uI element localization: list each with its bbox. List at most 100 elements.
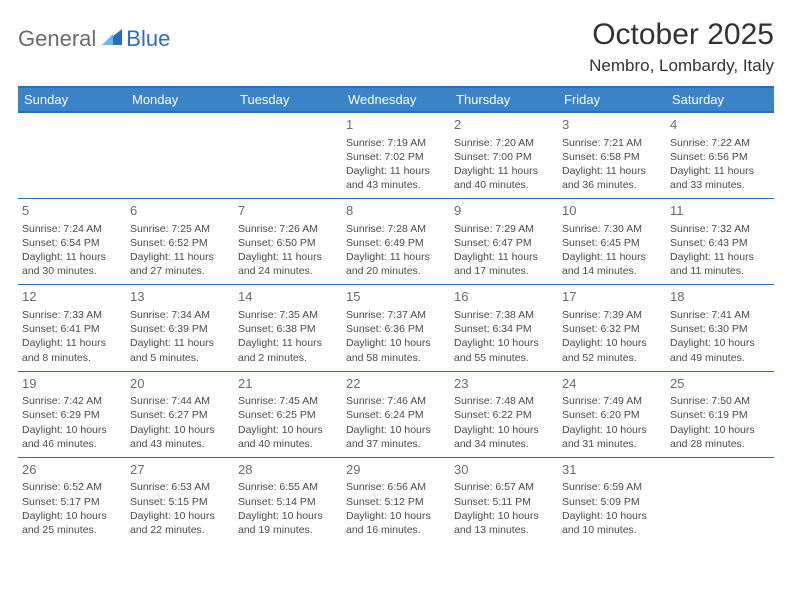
sunset-line: Sunset: 5:14 PM <box>238 495 338 509</box>
weekday-header-row: SundayMondayTuesdayWednesdayThursdayFrid… <box>18 87 774 112</box>
sunset-line: Sunset: 6:49 PM <box>346 236 446 250</box>
calendar-cell: 28Sunrise: 6:55 AMSunset: 5:14 PMDayligh… <box>234 457 342 543</box>
sunrise-line: Sunrise: 7:46 AM <box>346 394 446 408</box>
logo-text-blue: Blue <box>126 26 170 52</box>
sunrise-line: Sunrise: 7:49 AM <box>562 394 662 408</box>
sunrise-line: Sunrise: 7:28 AM <box>346 222 446 236</box>
daylight-line: Daylight: 10 hours and 28 minutes. <box>670 423 770 451</box>
calendar-table: SundayMondayTuesdayWednesdayThursdayFrid… <box>18 86 774 543</box>
calendar-cell: 3Sunrise: 7:21 AMSunset: 6:58 PMDaylight… <box>558 112 666 199</box>
daylight-line: Daylight: 11 hours and 14 minutes. <box>562 250 662 278</box>
calendar-cell: 13Sunrise: 7:34 AMSunset: 6:39 PMDayligh… <box>126 285 234 371</box>
sunset-line: Sunset: 6:47 PM <box>454 236 554 250</box>
day-number: 28 <box>238 461 338 479</box>
day-number: 20 <box>130 375 230 393</box>
calendar-cell: 30Sunrise: 6:57 AMSunset: 5:11 PMDayligh… <box>450 457 558 543</box>
calendar-cell: 25Sunrise: 7:50 AMSunset: 6:19 PMDayligh… <box>666 371 774 457</box>
sunrise-line: Sunrise: 7:22 AM <box>670 136 770 150</box>
day-number: 10 <box>562 202 662 220</box>
daylight-line: Daylight: 10 hours and 19 minutes. <box>238 509 338 537</box>
calendar-row: 19Sunrise: 7:42 AMSunset: 6:29 PMDayligh… <box>18 371 774 457</box>
calendar-cell: 12Sunrise: 7:33 AMSunset: 6:41 PMDayligh… <box>18 285 126 371</box>
calendar-cell: 10Sunrise: 7:30 AMSunset: 6:45 PMDayligh… <box>558 199 666 285</box>
sunset-line: Sunset: 6:54 PM <box>22 236 122 250</box>
calendar-cell: 26Sunrise: 6:52 AMSunset: 5:17 PMDayligh… <box>18 457 126 543</box>
daylight-line: Daylight: 11 hours and 11 minutes. <box>670 250 770 278</box>
calendar-cell: 22Sunrise: 7:46 AMSunset: 6:24 PMDayligh… <box>342 371 450 457</box>
daylight-line: Daylight: 11 hours and 40 minutes. <box>454 164 554 192</box>
sunset-line: Sunset: 6:19 PM <box>670 408 770 422</box>
calendar-cell: 24Sunrise: 7:49 AMSunset: 6:20 PMDayligh… <box>558 371 666 457</box>
weekday-header: Wednesday <box>342 87 450 112</box>
sunset-line: Sunset: 6:30 PM <box>670 322 770 336</box>
sunset-line: Sunset: 6:58 PM <box>562 150 662 164</box>
day-number: 9 <box>454 202 554 220</box>
daylight-line: Daylight: 11 hours and 43 minutes. <box>346 164 446 192</box>
daylight-line: Daylight: 10 hours and 40 minutes. <box>238 423 338 451</box>
sunset-line: Sunset: 6:50 PM <box>238 236 338 250</box>
sunrise-line: Sunrise: 7:33 AM <box>22 308 122 322</box>
daylight-line: Daylight: 10 hours and 37 minutes. <box>346 423 446 451</box>
weekday-header: Monday <box>126 87 234 112</box>
month-title: October 2025 <box>589 18 774 52</box>
weekday-header: Tuesday <box>234 87 342 112</box>
weekday-header: Saturday <box>666 87 774 112</box>
sunrise-line: Sunrise: 7:30 AM <box>562 222 662 236</box>
sunset-line: Sunset: 5:17 PM <box>22 495 122 509</box>
day-number: 19 <box>22 375 122 393</box>
sunset-line: Sunset: 5:12 PM <box>346 495 446 509</box>
calendar-cell: 29Sunrise: 6:56 AMSunset: 5:12 PMDayligh… <box>342 457 450 543</box>
day-number: 4 <box>670 116 770 134</box>
calendar-cell <box>126 112 234 199</box>
sunrise-line: Sunrise: 7:38 AM <box>454 308 554 322</box>
sunset-line: Sunset: 6:27 PM <box>130 408 230 422</box>
calendar-cell: 11Sunrise: 7:32 AMSunset: 6:43 PMDayligh… <box>666 199 774 285</box>
daylight-line: Daylight: 11 hours and 27 minutes. <box>130 250 230 278</box>
day-number: 12 <box>22 288 122 306</box>
sunrise-line: Sunrise: 7:50 AM <box>670 394 770 408</box>
day-number: 11 <box>670 202 770 220</box>
daylight-line: Daylight: 10 hours and 43 minutes. <box>130 423 230 451</box>
calendar-cell: 18Sunrise: 7:41 AMSunset: 6:30 PMDayligh… <box>666 285 774 371</box>
daylight-line: Daylight: 11 hours and 2 minutes. <box>238 336 338 364</box>
day-number: 25 <box>670 375 770 393</box>
sunrise-line: Sunrise: 6:52 AM <box>22 480 122 494</box>
sunrise-line: Sunrise: 7:37 AM <box>346 308 446 322</box>
daylight-line: Daylight: 10 hours and 22 minutes. <box>130 509 230 537</box>
day-number: 15 <box>346 288 446 306</box>
day-number: 13 <box>130 288 230 306</box>
sunset-line: Sunset: 5:09 PM <box>562 495 662 509</box>
calendar-cell: 31Sunrise: 6:59 AMSunset: 5:09 PMDayligh… <box>558 457 666 543</box>
calendar-cell: 14Sunrise: 7:35 AMSunset: 6:38 PMDayligh… <box>234 285 342 371</box>
calendar-row: 1Sunrise: 7:19 AMSunset: 7:02 PMDaylight… <box>18 112 774 199</box>
daylight-line: Daylight: 10 hours and 25 minutes. <box>22 509 122 537</box>
day-number: 27 <box>130 461 230 479</box>
calendar-cell: 2Sunrise: 7:20 AMSunset: 7:00 PMDaylight… <box>450 112 558 199</box>
daylight-line: Daylight: 11 hours and 36 minutes. <box>562 164 662 192</box>
sunrise-line: Sunrise: 7:20 AM <box>454 136 554 150</box>
calendar-cell: 5Sunrise: 7:24 AMSunset: 6:54 PMDaylight… <box>18 199 126 285</box>
daylight-line: Daylight: 11 hours and 20 minutes. <box>346 250 446 278</box>
daylight-line: Daylight: 11 hours and 17 minutes. <box>454 250 554 278</box>
calendar-cell: 17Sunrise: 7:39 AMSunset: 6:32 PMDayligh… <box>558 285 666 371</box>
sunset-line: Sunset: 6:38 PM <box>238 322 338 336</box>
daylight-line: Daylight: 10 hours and 55 minutes. <box>454 336 554 364</box>
day-number: 16 <box>454 288 554 306</box>
weekday-header: Friday <box>558 87 666 112</box>
daylight-line: Daylight: 10 hours and 49 minutes. <box>670 336 770 364</box>
sunset-line: Sunset: 6:24 PM <box>346 408 446 422</box>
calendar-row: 26Sunrise: 6:52 AMSunset: 5:17 PMDayligh… <box>18 457 774 543</box>
sunrise-line: Sunrise: 6:57 AM <box>454 480 554 494</box>
daylight-line: Daylight: 11 hours and 8 minutes. <box>22 336 122 364</box>
day-number: 1 <box>346 116 446 134</box>
daylight-line: Daylight: 11 hours and 33 minutes. <box>670 164 770 192</box>
sunrise-line: Sunrise: 7:41 AM <box>670 308 770 322</box>
calendar-cell: 23Sunrise: 7:48 AMSunset: 6:22 PMDayligh… <box>450 371 558 457</box>
daylight-line: Daylight: 10 hours and 46 minutes. <box>22 423 122 451</box>
day-number: 17 <box>562 288 662 306</box>
page-header: General Blue October 2025 Nembro, Lombar… <box>18 18 774 76</box>
sunset-line: Sunset: 6:20 PM <box>562 408 662 422</box>
sunrise-line: Sunrise: 7:21 AM <box>562 136 662 150</box>
day-number: 7 <box>238 202 338 220</box>
sunrise-line: Sunrise: 7:32 AM <box>670 222 770 236</box>
